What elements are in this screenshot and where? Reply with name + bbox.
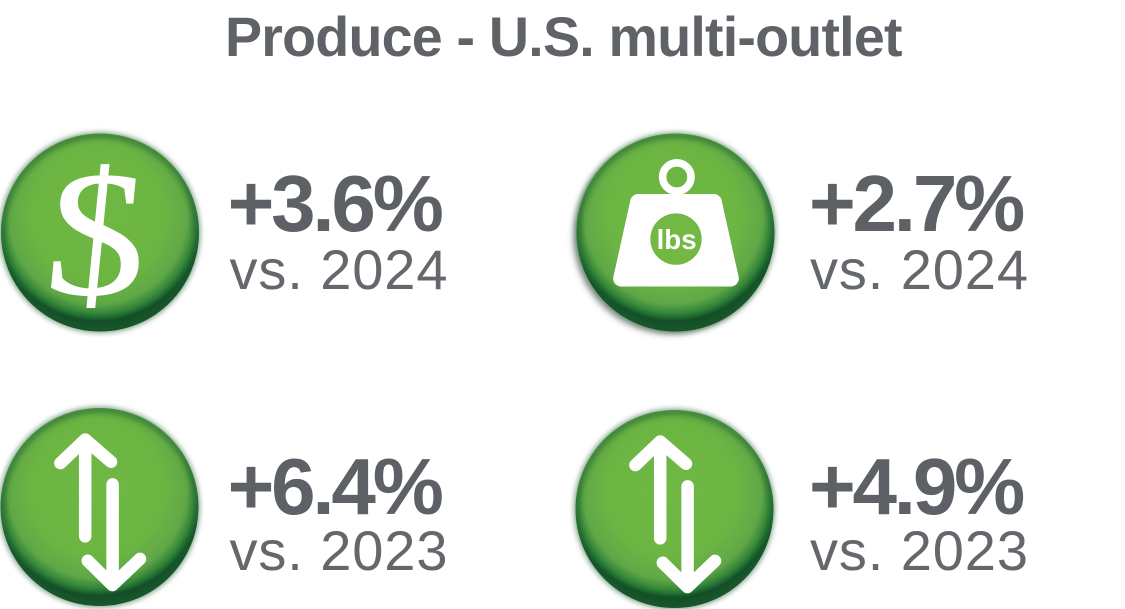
svg-text:lbs: lbs [657, 224, 697, 255]
